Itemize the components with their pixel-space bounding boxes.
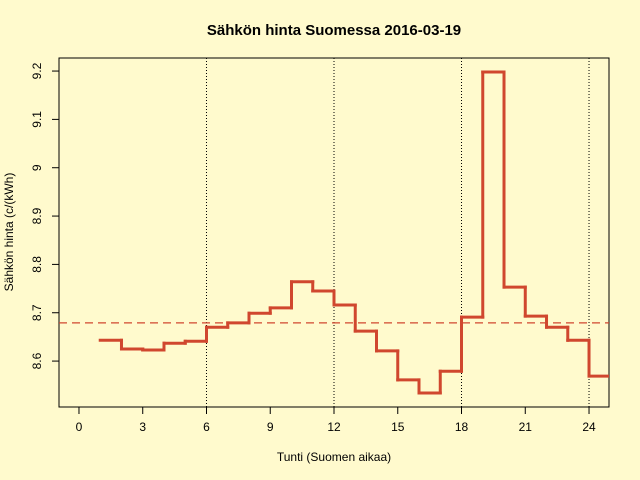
y-tick-label: 8.8 bbox=[30, 256, 44, 273]
x-tick-label: 3 bbox=[139, 420, 146, 434]
x-tick-label: 21 bbox=[519, 420, 533, 434]
x-tick-label: 12 bbox=[327, 420, 341, 434]
plot-area bbox=[59, 58, 609, 407]
y-tick-label: 8.9 bbox=[30, 207, 44, 224]
y-axis-label: Sähkön hinta (c/(kWh) bbox=[2, 173, 16, 292]
x-tick-label: 6 bbox=[203, 420, 210, 434]
x-tick-label: 15 bbox=[391, 420, 405, 434]
y-tick-label: 8.6 bbox=[30, 352, 44, 369]
x-tick-label: 24 bbox=[582, 420, 596, 434]
x-tick-label: 18 bbox=[455, 420, 469, 434]
chart-title: Sähkön hinta Suomessa 2016-03-19 bbox=[207, 22, 461, 39]
y-tick-label: 9.2 bbox=[30, 62, 44, 79]
y-tick-label: 9 bbox=[30, 164, 44, 171]
x-tick-label: 9 bbox=[267, 420, 274, 434]
y-tick-label: 8.7 bbox=[30, 304, 44, 321]
y-tick-label: 9.1 bbox=[30, 111, 44, 128]
x-axis-label: Tunti (Suomen aikaa) bbox=[277, 450, 391, 464]
x-tick-label: 0 bbox=[76, 420, 83, 434]
